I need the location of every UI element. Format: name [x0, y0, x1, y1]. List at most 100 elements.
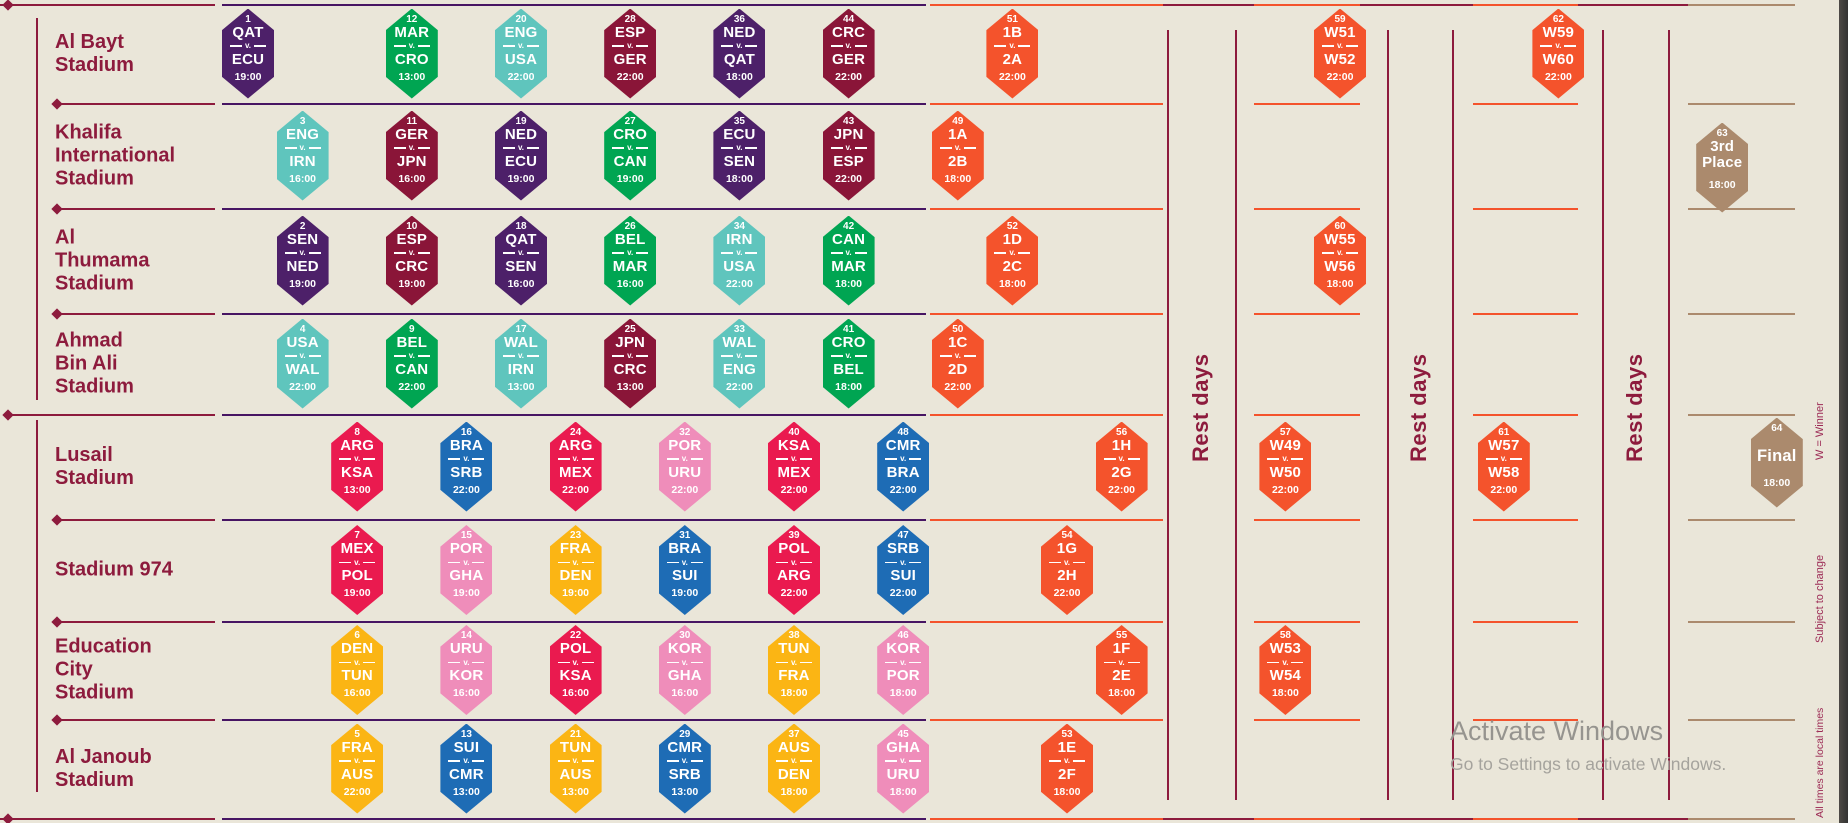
- kickoff-time: 22:00: [398, 380, 426, 393]
- separator-line: [1163, 4, 1254, 6]
- vs-dash: [502, 252, 515, 254]
- separator-line: [1688, 519, 1795, 521]
- kickoff-time: 13:00: [616, 380, 644, 393]
- team-top: CMR: [667, 738, 703, 756]
- vs-dash: [885, 458, 898, 460]
- team-top: 1G: [1056, 540, 1078, 557]
- team-top: FRA: [559, 540, 592, 557]
- team-bottom: ECU: [504, 152, 538, 170]
- kickoff-time: 22:00: [343, 785, 371, 798]
- match-number: 9: [409, 323, 415, 335]
- match-number: 1: [245, 13, 251, 25]
- vs-dash: [527, 45, 540, 47]
- vs-dash: [339, 458, 352, 460]
- vs-dash: [994, 45, 1007, 47]
- vs-dash: [393, 45, 406, 47]
- match-31: 31 BRA v. SUI 19:00: [658, 525, 711, 615]
- team-bottom: MEX: [777, 463, 811, 481]
- match-18: 18 QAT v. SEN 16:00: [495, 215, 547, 306]
- scrollbar-track[interactable]: [1839, 0, 1848, 823]
- vs-dash: [1321, 252, 1334, 254]
- team-bottom: 2A: [1002, 50, 1023, 68]
- kickoff-time: 19:00: [616, 172, 644, 185]
- vs-dash: [690, 661, 703, 664]
- team-top: AUS: [777, 738, 811, 756]
- vs-label: v.: [736, 248, 743, 258]
- kickoff-time: 18:00: [889, 785, 917, 798]
- vs-divider: v.: [1048, 558, 1086, 567]
- vs-label: v.: [354, 454, 361, 464]
- match-number: 13: [460, 728, 472, 740]
- match-63: 63 3rd Place 18:00: [1696, 122, 1749, 213]
- kickoff-time: 18:00: [1326, 277, 1354, 290]
- match-5: 5 FRA v. AUS 22:00: [331, 723, 384, 814]
- vs-label: v.: [627, 351, 634, 361]
- vs-dash: [1073, 561, 1086, 564]
- team-top: USA: [286, 333, 319, 351]
- vs-dash: [854, 252, 867, 254]
- match-6: 6 DEN v. TUN 16:00: [331, 625, 384, 715]
- vs-label: v.: [790, 657, 798, 667]
- vs-dash: [721, 45, 734, 47]
- separator-line: [222, 4, 926, 6]
- vs-divider: v.: [612, 144, 649, 152]
- kickoff-time: 22:00: [725, 277, 753, 290]
- team-top: ENG: [286, 125, 320, 143]
- vs-dash: [666, 458, 679, 460]
- vs-dash: [581, 661, 594, 664]
- watermark-subtitle: Go to Settings to activate Windows.: [1450, 754, 1727, 774]
- match-number: 34: [733, 220, 745, 232]
- team-top: 1F: [1112, 640, 1131, 657]
- match-16: 16 BRA v. SRB 22:00: [440, 421, 493, 512]
- kickoff-time: 18:00: [1053, 785, 1081, 798]
- separator-line: [0, 818, 215, 820]
- diamond-marker: [51, 308, 63, 320]
- team-top: KOR: [886, 640, 921, 657]
- separator-line: [1688, 719, 1795, 721]
- diamond-marker: [51, 98, 63, 110]
- kickoff-time: 22:00: [835, 172, 863, 185]
- match-number: 58: [1279, 630, 1291, 641]
- match-7: 7 MEX v. POL 19:00: [331, 525, 384, 615]
- vs-divider: v.: [1103, 455, 1140, 463]
- match-50: 50 1C v. 2D 22:00: [931, 318, 984, 409]
- vs-divider: v.: [666, 757, 703, 765]
- vs-label: v.: [517, 351, 525, 361]
- vs-dash: [636, 252, 649, 254]
- team-bottom: BRA: [886, 463, 920, 481]
- separator-line: [222, 519, 926, 521]
- stadium-label-al-janoub-stadium: Al Janoub Stadium: [55, 746, 152, 792]
- separator-line: [1473, 414, 1578, 416]
- match-42: 42 CAN v. MAR 18:00: [822, 215, 875, 306]
- match-52: 52 1D v. 2C 18:00: [986, 215, 1039, 306]
- team-bottom: IRN: [289, 152, 316, 170]
- team-bottom: GHA: [667, 667, 702, 685]
- vs-dash: [636, 355, 649, 357]
- vs-dash: [745, 252, 758, 254]
- vs-dash: [830, 355, 843, 357]
- match-number: 40: [788, 426, 800, 438]
- team-bottom: 2B: [948, 152, 968, 170]
- team-bottom: TUN: [341, 667, 373, 685]
- kickoff-time: 19:00: [398, 277, 426, 290]
- vs-divider: v.: [448, 658, 485, 667]
- match-10: 10 ESP v. CRC 19:00: [385, 215, 438, 306]
- separator-line: [1688, 103, 1795, 105]
- kickoff-time: 19:00: [452, 587, 480, 600]
- vs-divider: v.: [393, 42, 430, 50]
- separator-line: [1254, 719, 1360, 721]
- kickoff-time: 18:00: [835, 277, 863, 290]
- match-34: 34 IRN v. USA 22:00: [713, 215, 766, 306]
- match-60: 60 W55 v. W56 18:00: [1314, 215, 1366, 306]
- team-bottom: CAN: [613, 152, 647, 170]
- match-number: 60: [1334, 220, 1346, 232]
- match-53: 53 1E v. 2F 18:00: [1041, 723, 1093, 814]
- diamond-marker: [51, 616, 63, 628]
- match-number: 61: [1498, 426, 1510, 438]
- vs-dash: [472, 458, 485, 460]
- diamond-marker: [51, 514, 63, 526]
- separator-line: [57, 313, 215, 315]
- match-number: 31: [679, 530, 691, 541]
- vs-divider: v.: [229, 42, 267, 50]
- diamond-marker: [2, 0, 14, 11]
